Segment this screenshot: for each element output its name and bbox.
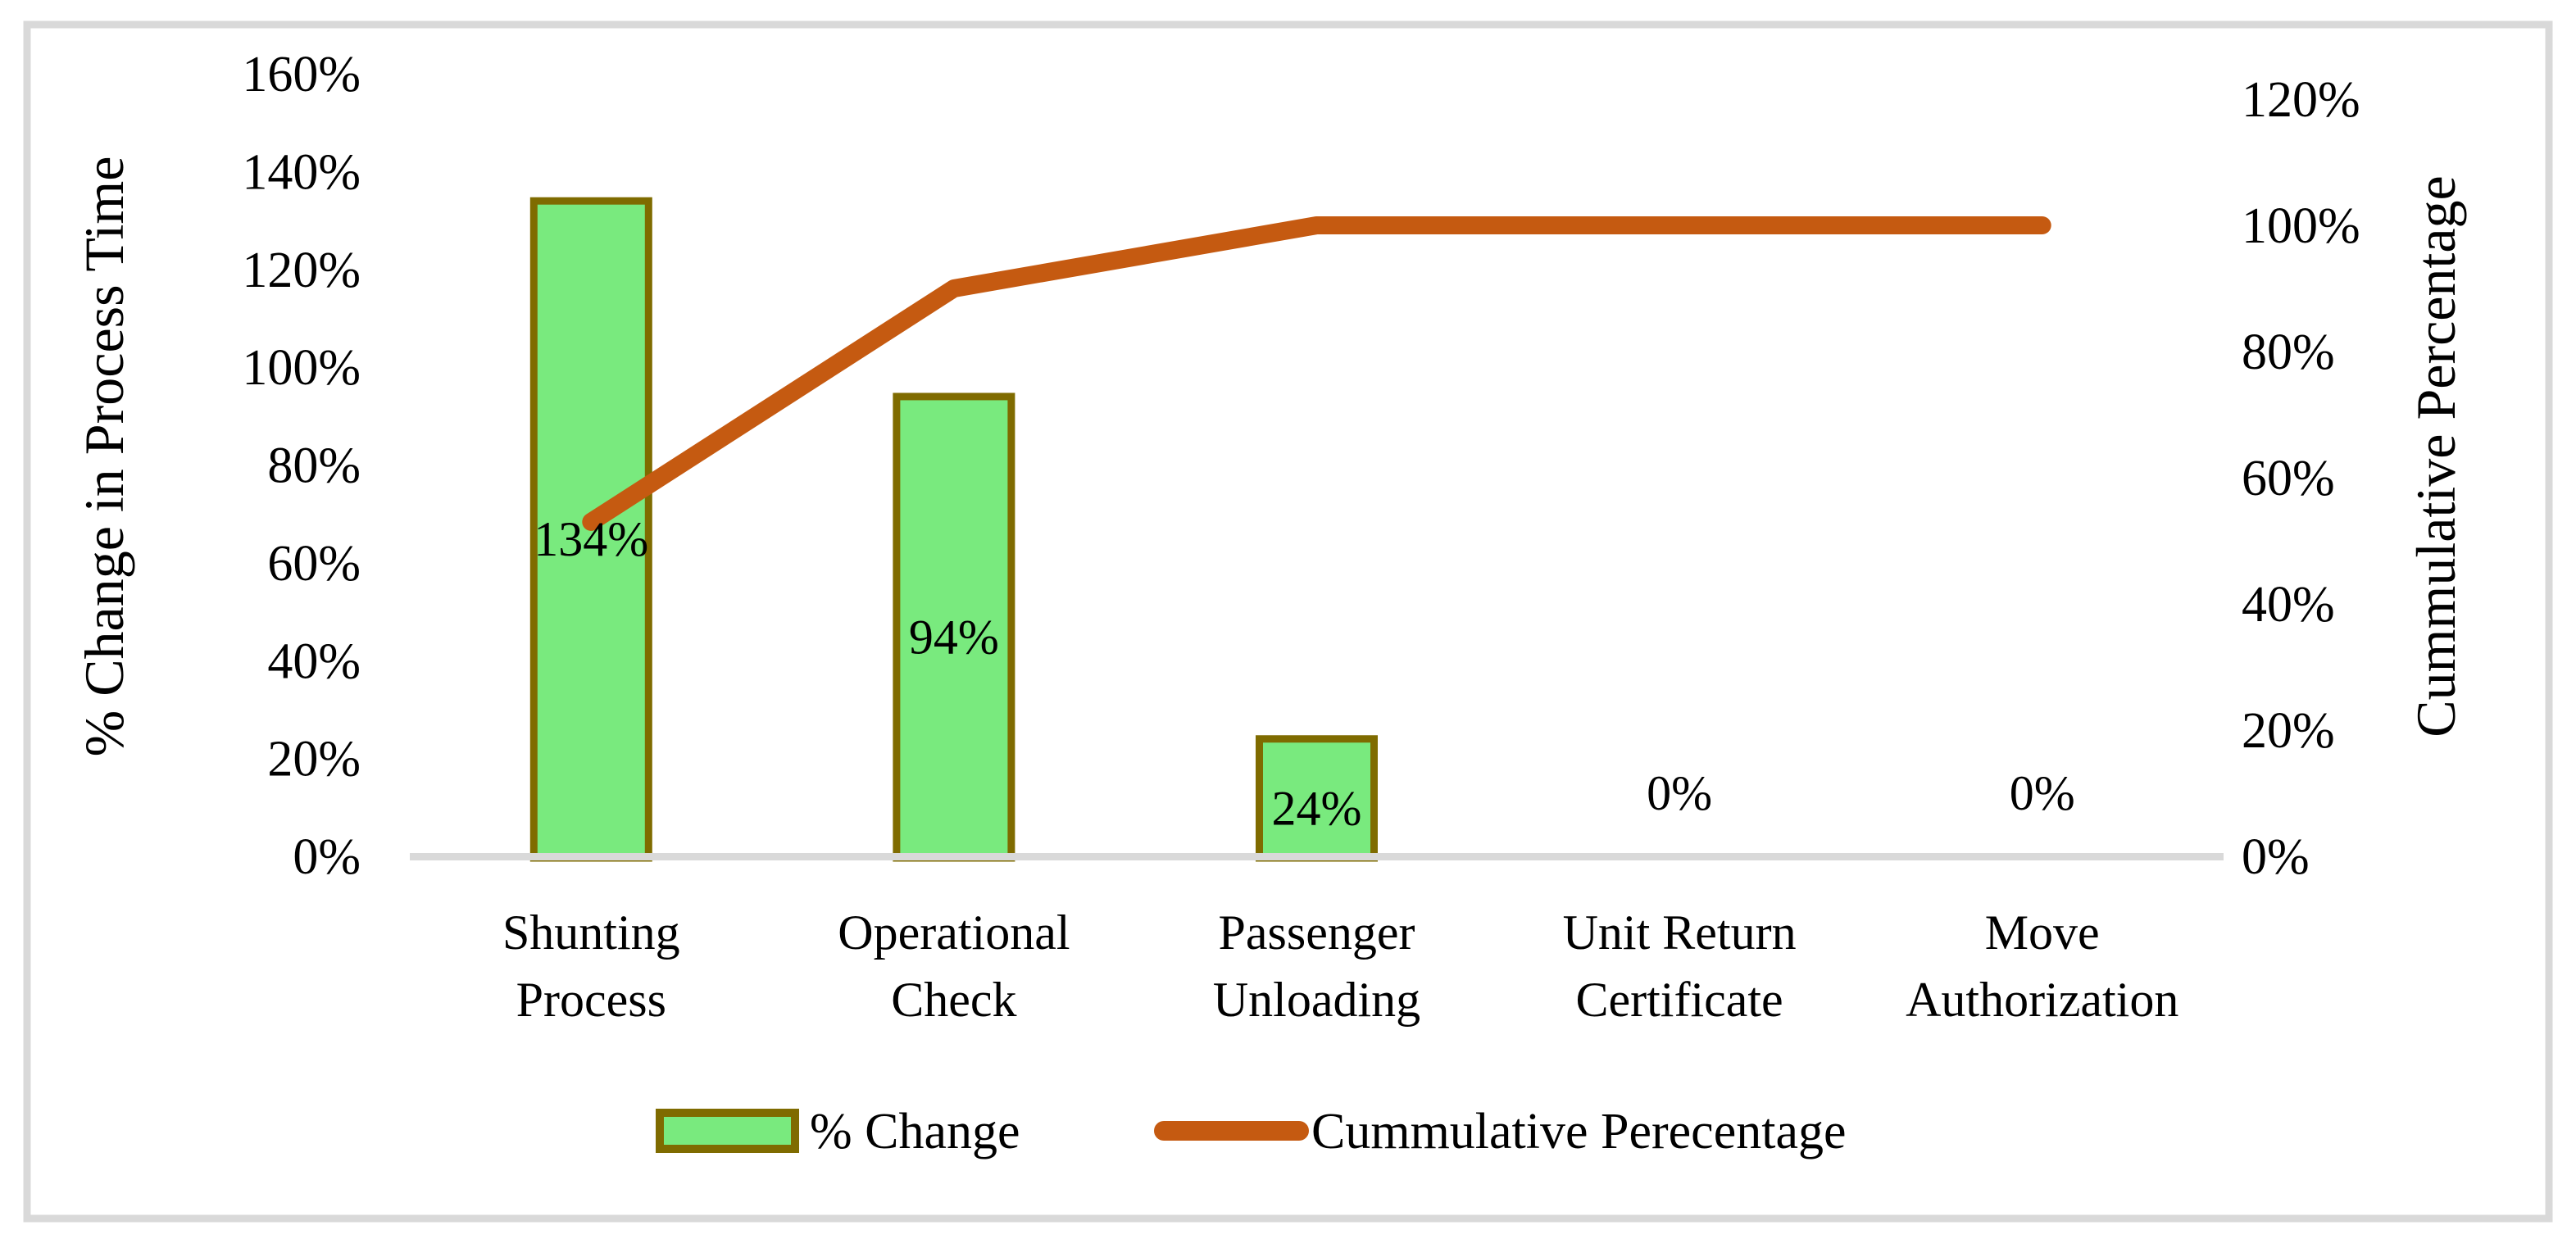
left-axis-tick-label: 80% bbox=[267, 438, 361, 494]
left-axis-tick-label: 60% bbox=[267, 536, 361, 592]
legend-bar-swatch bbox=[656, 1109, 799, 1153]
right-axis-tick-label: 80% bbox=[2242, 324, 2335, 380]
cumulative-line bbox=[582, 216, 2051, 531]
right-axis-tick-label: 20% bbox=[2242, 703, 2335, 759]
bar-data-label: 134% bbox=[534, 512, 648, 566]
category-label: Operational bbox=[838, 905, 1070, 960]
category-label: Unloading bbox=[1213, 973, 1420, 1027]
category-label: Shunting bbox=[502, 905, 680, 960]
left-axis-tick-label: 100% bbox=[242, 340, 361, 396]
left-axis-tick-label: 40% bbox=[267, 633, 361, 689]
right-axis-tick-label: 60% bbox=[2242, 451, 2335, 506]
chart-frame bbox=[23, 20, 2553, 1223]
right-axis-tick-label: 40% bbox=[2242, 577, 2335, 633]
bar-data-label: 24% bbox=[1272, 781, 1362, 835]
bar-data-label: 0% bbox=[2010, 766, 2075, 820]
bar-data-label: 0% bbox=[1647, 766, 1712, 820]
bar-data-label: 94% bbox=[909, 610, 999, 664]
category-label: Authorization bbox=[1906, 973, 2178, 1027]
x-axis-line bbox=[410, 853, 2224, 860]
category-label: Move bbox=[1985, 905, 2100, 960]
left-axis-title: % Change in Process Time bbox=[73, 157, 135, 757]
category-label: Check bbox=[891, 973, 1016, 1027]
right-axis-tick-label: 0% bbox=[2242, 829, 2310, 885]
left-axis-tick-label: 160% bbox=[242, 47, 361, 102]
left-axis-tick-label: 20% bbox=[267, 732, 361, 787]
right-axis-tick-label: 120% bbox=[2242, 72, 2360, 128]
legend-bar-label: % Change bbox=[810, 1104, 1020, 1160]
right-axis-tick-label: 100% bbox=[2242, 198, 2360, 254]
left-axis-tick-label: 120% bbox=[242, 243, 361, 298]
left-axis-tick-label: 0% bbox=[293, 829, 361, 885]
category-label: Process bbox=[516, 973, 666, 1027]
right-axis-title: Cummulative Percentage bbox=[2405, 175, 2467, 737]
left-axis-tick-label: 140% bbox=[242, 144, 361, 200]
category-label: Passenger bbox=[1219, 905, 1415, 960]
category-label: Certificate bbox=[1576, 973, 1783, 1027]
category-label: Unit Return bbox=[1563, 905, 1797, 960]
plot-area: 0% 20% 40% 60% 80% 100% 120% 140% 160% 0% 20% 40% 60… bbox=[73, 47, 2467, 1027]
legend: % Change Cummulative Perecentage bbox=[656, 1104, 1846, 1160]
legend-line-label: Cummulative Perecentage bbox=[1311, 1104, 1846, 1160]
